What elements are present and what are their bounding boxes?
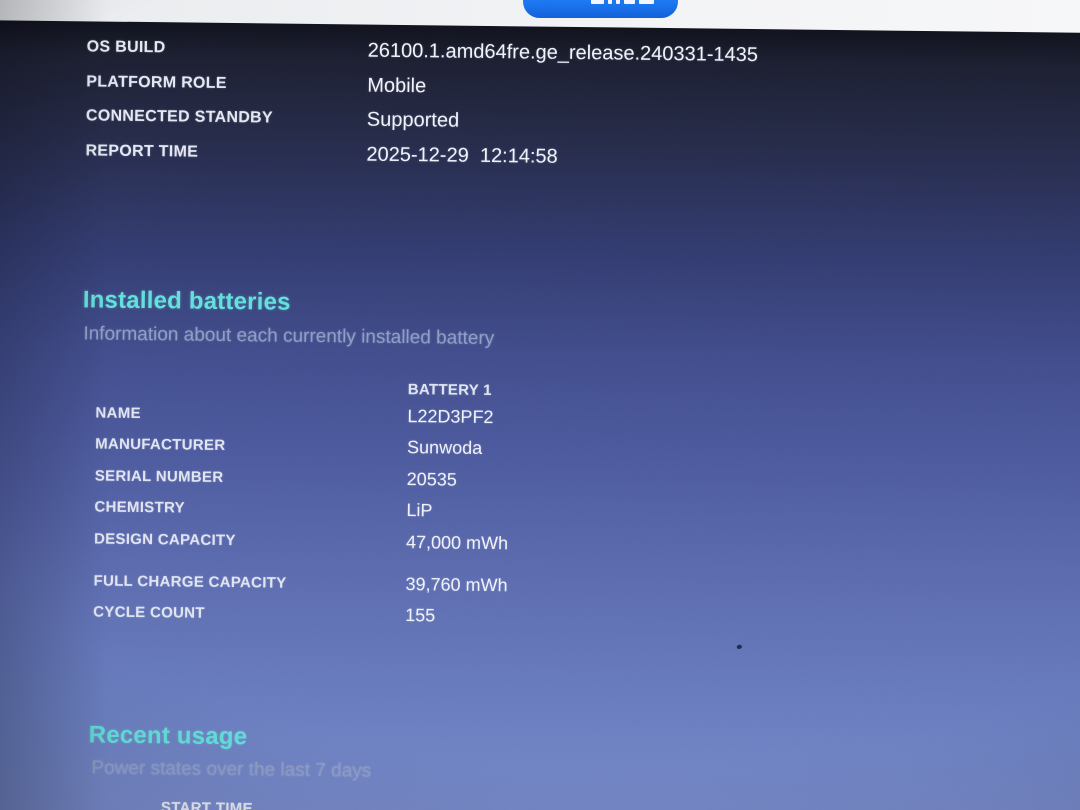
row-label: NAME — [95, 404, 141, 422]
row-value: 155 — [405, 605, 436, 626]
blue-pill-button[interactable] — [523, 0, 678, 18]
battery-report-screen: OS BUILD 26100.1.amd64fre.ge_release.240… — [0, 20, 1080, 810]
battery-column-header: BATTERY 1 — [407, 381, 492, 400]
table-row: CYCLE COUNT 155 — [93, 597, 713, 636]
battery-table: NAME L22D3PF2 MANUFACTURER Sunwoda SERIA… — [93, 397, 716, 635]
pill-text-fragment — [591, 0, 654, 4]
table-row: DESIGN CAPACITY 47,000 mWh — [94, 523, 714, 562]
start-time-column-header: START TIME — [160, 799, 253, 810]
row-value: 2025-12-29 12:14:58 — [366, 143, 558, 168]
row-label: SERIAL NUMBER — [94, 467, 224, 486]
row-value: L22D3PF2 — [407, 406, 494, 428]
row-label: PLATFORM ROLE — [86, 72, 227, 92]
row-value: 26100.1.amd64fre.ge_release.240331-1435 — [367, 39, 759, 67]
row-label: FULL CHARGE CAPACITY — [93, 572, 287, 592]
row-label: REPORT TIME — [85, 141, 199, 161]
installed-batteries-title: Installed batteries — [82, 286, 291, 316]
recent-usage-title: Recent usage — [88, 721, 248, 751]
row-value: Supported — [366, 108, 460, 132]
row-value: 39,760 mWh — [405, 574, 508, 596]
row-value: LiP — [406, 500, 433, 521]
row-label: OS BUILD — [86, 38, 166, 57]
row-label: CONNECTED STANDBY — [85, 107, 274, 127]
row-value: 47,000 mWh — [405, 531, 509, 553]
row-value: Sunwoda — [406, 437, 483, 459]
row-label: MANUFACTURER — [95, 435, 226, 455]
row-value: Mobile — [367, 74, 427, 97]
dust-speck — [736, 644, 743, 650]
report-row: REPORT TIME 2025-12-29 12:14:58 — [85, 134, 845, 177]
row-label: CHEMISTRY — [94, 498, 185, 517]
installed-batteries-subtitle: Information about each currently install… — [83, 323, 495, 350]
system-info-table: OS BUILD 26100.1.amd64fre.ge_release.240… — [85, 30, 847, 177]
row-label: DESIGN CAPACITY — [93, 530, 236, 549]
row-label: CYCLE COUNT — [93, 603, 205, 623]
row-value: 20535 — [406, 468, 457, 490]
recent-usage-subtitle: Power states over the last 7 days — [91, 757, 372, 782]
